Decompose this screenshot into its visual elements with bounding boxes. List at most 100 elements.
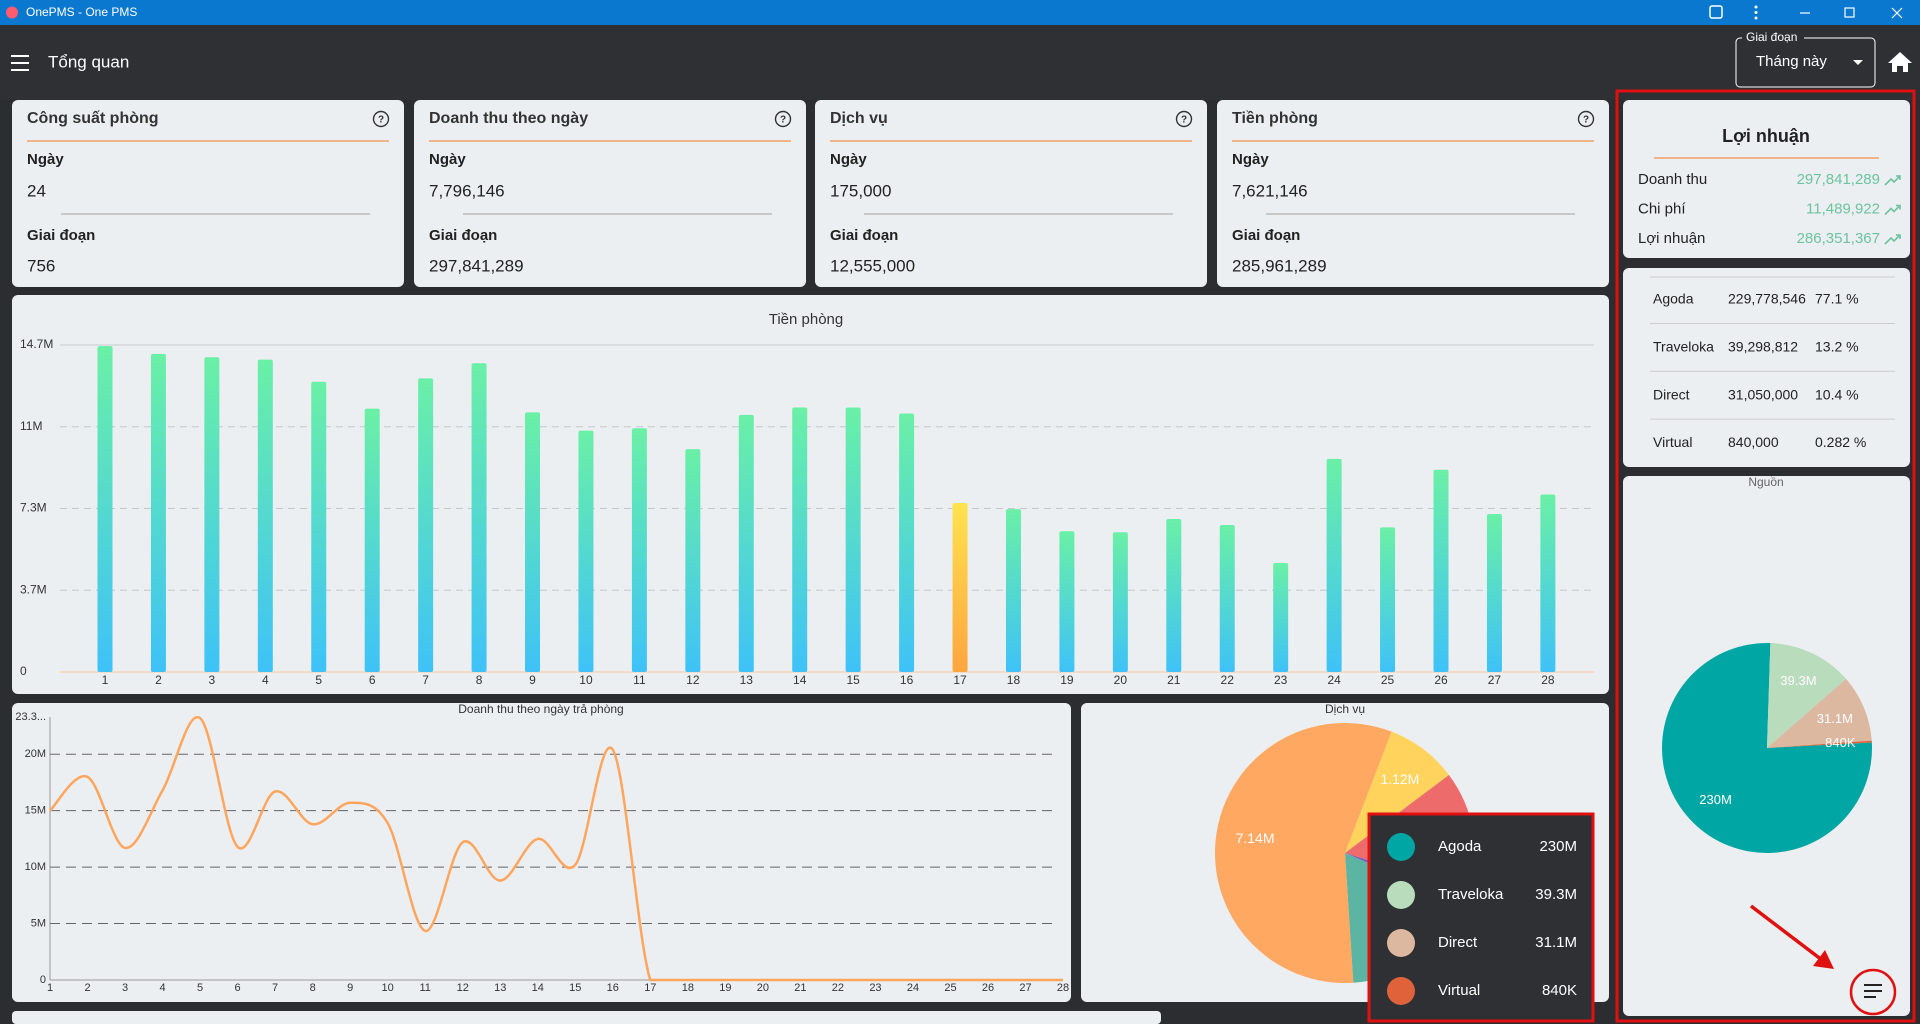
- x-tick-label: 24: [1327, 673, 1341, 687]
- sources-table-card: [1623, 268, 1910, 467]
- x-tick-label: 11: [633, 673, 646, 687]
- annotation-arrow: [1749, 904, 1824, 962]
- table-cell: 39,298,812: [1728, 339, 1798, 355]
- x-tick-label: 21: [794, 982, 806, 994]
- bar: [311, 381, 327, 672]
- x-tick-label: 16: [607, 982, 619, 994]
- x-tick-label: 27: [1488, 673, 1502, 687]
- x-tick-label: 19: [1060, 673, 1074, 687]
- extensions-button[interactable]: [1709, 5, 1723, 19]
- y-tick-label: 7.3M: [20, 501, 47, 515]
- period-value: 12,555,000: [830, 256, 915, 275]
- chart-title: Tiền phòng: [769, 311, 844, 328]
- legend-value: 230M: [1539, 838, 1577, 855]
- legend-label: Virtual: [1438, 982, 1480, 999]
- period-label: Giai đoạn: [27, 227, 95, 244]
- bar: [1433, 469, 1449, 672]
- bar: [1380, 527, 1396, 672]
- period-label: Giai đoạn: [1232, 227, 1300, 244]
- hamburger-button[interactable]: [11, 55, 29, 71]
- trend-icon: [1884, 234, 1901, 245]
- x-tick-label: 16: [900, 673, 914, 687]
- table-cell: 77.1 %: [1815, 291, 1859, 307]
- kpi-card: [815, 100, 1207, 287]
- x-tick-label: 24: [907, 982, 919, 994]
- x-tick-label: 14: [532, 982, 544, 994]
- table-cell: Traveloka: [1653, 339, 1714, 355]
- line-panel: [12, 703, 1071, 1002]
- x-tick-label: 26: [982, 982, 994, 994]
- dropdown-caret: [1853, 60, 1863, 65]
- app-bar: [0, 25, 1920, 100]
- help-icon[interactable]: [372, 110, 390, 128]
- table-cell: 13.2 %: [1815, 339, 1859, 355]
- card-title: Tiền phòng: [1232, 110, 1318, 127]
- card-title: Doanh thu theo ngày: [429, 110, 588, 127]
- help-icon-glyph: ?: [1583, 115, 1589, 126]
- bar: [364, 408, 380, 672]
- bottom-panel: [12, 1011, 1161, 1024]
- menu-button[interactable]: [1754, 5, 1758, 20]
- help-icon[interactable]: [1577, 110, 1595, 128]
- close-button[interactable]: [1891, 7, 1903, 19]
- chart-title: Dịch vụ: [1325, 702, 1365, 716]
- x-tick-label: 23: [1274, 673, 1288, 687]
- bar: [1273, 563, 1289, 672]
- x-tick-label: 20: [757, 982, 769, 994]
- pie-value-label: 230M: [1699, 792, 1732, 807]
- table-cell: 10.4 %: [1815, 386, 1859, 402]
- home-button[interactable]: [1888, 52, 1912, 72]
- help-icon-glyph: ?: [780, 115, 786, 126]
- x-tick-label: 25: [944, 982, 956, 994]
- legend-swatch: [1387, 833, 1415, 861]
- profit-label: Chi phí: [1638, 200, 1686, 217]
- bar: [1326, 458, 1342, 672]
- day-value: 7,621,146: [1232, 181, 1308, 200]
- x-tick-label: 5: [315, 673, 322, 687]
- table-cell: 229,778,546: [1728, 291, 1806, 307]
- pie-value-label: 840K: [1825, 735, 1856, 750]
- period-value: Tháng này: [1756, 53, 1827, 70]
- period-select[interactable]: [1735, 37, 1876, 88]
- legend-toggle-button[interactable]: [1849, 968, 1897, 1016]
- x-tick-label: 25: [1381, 673, 1395, 687]
- x-tick-label: 27: [1019, 982, 1031, 994]
- legend-swatch: [1387, 881, 1415, 909]
- x-tick-label: 5: [197, 982, 203, 994]
- help-icon[interactable]: [1175, 110, 1193, 128]
- x-tick-label: 3: [122, 982, 128, 994]
- kpi-card: [12, 100, 404, 287]
- table-cell: Agoda: [1653, 291, 1694, 307]
- bar: [952, 502, 968, 672]
- table-cell: Virtual: [1653, 434, 1692, 450]
- y-tick-label: 3.7M: [20, 582, 47, 596]
- y-tick-label: 23.3...: [15, 711, 46, 723]
- legend-label: Agoda: [1438, 838, 1482, 855]
- pie-slice: [1215, 723, 1392, 983]
- help-icon[interactable]: [774, 110, 792, 128]
- bar: [685, 449, 701, 672]
- day-label: Ngày: [27, 151, 64, 168]
- y-tick-label: 0: [40, 974, 46, 986]
- kpi-card: [414, 100, 806, 287]
- x-tick-label: 13: [740, 673, 754, 687]
- x-tick-label: 22: [1221, 673, 1235, 687]
- period-label: Giai đoạn: [830, 227, 898, 244]
- restore-button[interactable]: [1844, 7, 1855, 18]
- legend-swatch: [1387, 929, 1415, 957]
- bar: [1166, 518, 1182, 672]
- app-icon: [6, 6, 18, 19]
- card-title: Công suất phòng: [27, 110, 159, 127]
- pie-slice: [1767, 740, 1872, 748]
- x-tick-label: 18: [1007, 673, 1021, 687]
- day-label: Ngày: [1232, 151, 1269, 168]
- table-cell: 840,000: [1728, 434, 1779, 450]
- y-tick-label: 0: [20, 664, 27, 678]
- pie-slice: [1662, 642, 1872, 853]
- bar: [471, 363, 487, 672]
- day-label: Ngày: [429, 151, 466, 168]
- x-tick-label: 18: [682, 982, 694, 994]
- y-tick-label: 20M: [25, 748, 46, 760]
- x-tick-label: 7: [272, 982, 278, 994]
- period-value: 297,841,289: [429, 256, 524, 275]
